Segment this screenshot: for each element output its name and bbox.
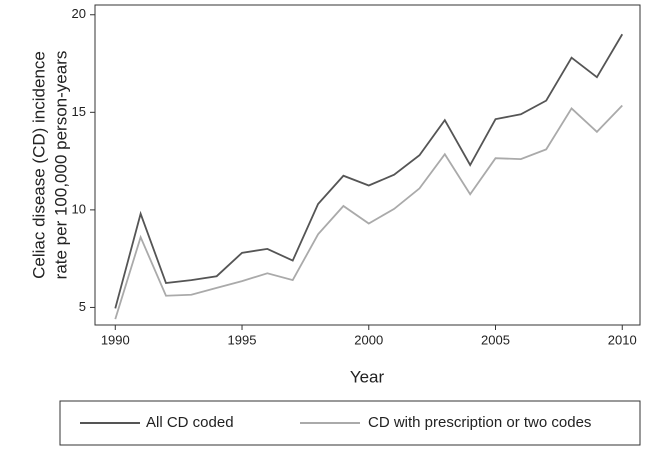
y-tick-label: 5 [79, 299, 86, 314]
x-tick-label: 2000 [354, 332, 383, 347]
y-tick-label: 15 [72, 104, 86, 119]
legend-box [59, 400, 641, 446]
legend-label: CD with prescription or two codes [368, 414, 591, 431]
x-tick-label: 2005 [481, 332, 510, 347]
y-axis-title: rate per 100,000 person-years [51, 51, 70, 280]
y-tick-label: 10 [72, 201, 86, 216]
x-axis-title: Year [350, 367, 385, 386]
x-tick-label: 1995 [228, 332, 257, 347]
series-line [114, 33, 624, 309]
y-tick-label: 20 [72, 6, 86, 21]
y-axis-title: Celiac disease (CD) incidence [29, 51, 48, 279]
plot-frame [94, 4, 641, 326]
x-tick-label: 2010 [608, 332, 637, 347]
legend-label: All CD coded [146, 414, 234, 431]
x-tick-label: 1990 [101, 332, 130, 347]
series-line [114, 104, 623, 320]
